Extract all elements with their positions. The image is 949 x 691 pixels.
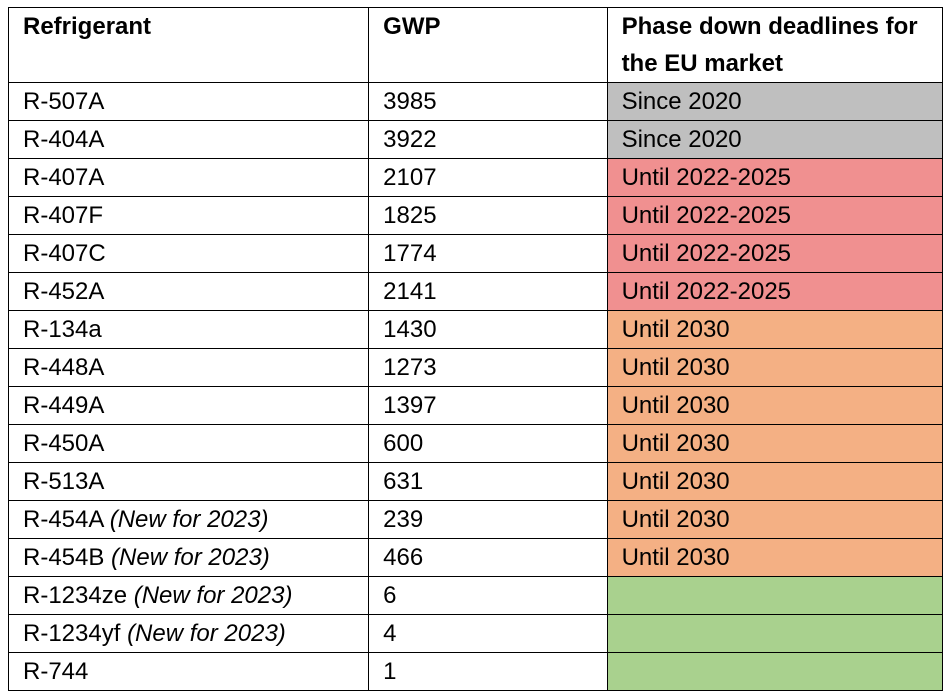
refrigerant-cell: R-1234ze (New for 2023) bbox=[7, 576, 370, 615]
gwp-cell: 6 bbox=[368, 576, 608, 615]
refrigerant-name: R-450A bbox=[23, 430, 105, 457]
gwp-cell: 466 bbox=[368, 538, 608, 577]
table-row: R-452A 2141 Until 2022-2025 bbox=[7, 272, 944, 311]
gwp-cell: 1273 bbox=[368, 348, 608, 387]
table-row: R-744 1 bbox=[7, 652, 944, 691]
refrigerant-name: R-454A bbox=[23, 506, 110, 533]
phase-down-cell bbox=[606, 576, 944, 615]
phase-down-cell: Until 2030 bbox=[606, 462, 944, 501]
refrigerant-name: R-1234yf bbox=[23, 620, 128, 647]
refrigerant-note: (New for 2023) bbox=[127, 620, 286, 647]
refrigerant-name: R-449A bbox=[23, 392, 105, 419]
table-row: R-134a 1430 Until 2030 bbox=[7, 310, 944, 349]
table-row: R-450A 600 Until 2030 bbox=[7, 424, 944, 463]
table-row: R-454B (New for 2023) 466 Until 2030 bbox=[7, 538, 944, 577]
phase-down-cell: Until 2030 bbox=[606, 348, 944, 387]
phase-down-cell: Until 2022-2025 bbox=[606, 158, 944, 197]
table-row: R-454A (New for 2023) 239 Until 2030 bbox=[7, 500, 944, 539]
refrigerant-cell: R-407C bbox=[7, 234, 370, 273]
refrigerant-cell: R-407A bbox=[7, 158, 370, 197]
refrigerant-cell: R-404A bbox=[7, 120, 370, 159]
refrigerant-name: R-407F bbox=[23, 202, 104, 229]
refrigerant-name: R-744 bbox=[23, 658, 89, 685]
refrigerant-cell: R-450A bbox=[7, 424, 370, 463]
gwp-cell: 1397 bbox=[368, 386, 608, 425]
refrigerant-cell: R-454A (New for 2023) bbox=[7, 500, 370, 539]
header-gwp: GWP bbox=[368, 7, 608, 83]
refrigerant-cell: R-513A bbox=[7, 462, 370, 501]
refrigerant-cell: R-407F bbox=[7, 196, 370, 235]
table-row: R-404A 3922 Since 2020 bbox=[7, 120, 944, 159]
refrigerant-name: R-452A bbox=[23, 278, 105, 305]
table-row: R-407F 1825 Until 2022-2025 bbox=[7, 196, 944, 235]
phase-down-cell bbox=[606, 652, 944, 691]
refrigerant-note: (New for 2023) bbox=[111, 544, 270, 571]
gwp-cell: 1 bbox=[368, 652, 608, 691]
refrigerant-cell: R-454B (New for 2023) bbox=[7, 538, 370, 577]
gwp-cell: 600 bbox=[368, 424, 608, 463]
phase-down-cell: Until 2022-2025 bbox=[606, 196, 944, 235]
table-row: R-1234ze (New for 2023) 6 bbox=[7, 576, 944, 615]
gwp-cell: 239 bbox=[368, 500, 608, 539]
table-row: R-407C 1774 Until 2022-2025 bbox=[7, 234, 944, 273]
table-row: R-507A 3985 Since 2020 bbox=[7, 82, 944, 121]
phase-down-cell: Since 2020 bbox=[606, 82, 944, 121]
phase-down-cell: Since 2020 bbox=[606, 120, 944, 159]
table-row: R-1234yf (New for 2023) 4 bbox=[7, 614, 944, 653]
table-row: R-407A 2107 Until 2022-2025 bbox=[7, 158, 944, 197]
refrigerant-name: R-1234ze bbox=[23, 582, 134, 609]
phase-down-cell bbox=[606, 614, 944, 653]
phase-down-cell: Until 2022-2025 bbox=[606, 272, 944, 311]
gwp-cell: 1430 bbox=[368, 310, 608, 349]
refrigerant-cell: R-507A bbox=[7, 82, 370, 121]
refrigerant-table: Refrigerant GWP Phase down deadlines for… bbox=[7, 7, 944, 691]
phase-down-cell: Until 2030 bbox=[606, 500, 944, 539]
refrigerant-name: R-407A bbox=[23, 164, 105, 191]
phase-down-cell: Until 2030 bbox=[606, 386, 944, 425]
gwp-cell: 2141 bbox=[368, 272, 608, 311]
phase-down-cell: Until 2030 bbox=[606, 310, 944, 349]
table-row: R-449A 1397 Until 2030 bbox=[7, 386, 944, 425]
header-phase-down-deadlines: Phase down deadlines for the EU market bbox=[606, 7, 944, 83]
refrigerant-cell: R-744 bbox=[7, 652, 370, 691]
refrigerant-note: (New for 2023) bbox=[133, 582, 293, 609]
gwp-cell: 2107 bbox=[368, 158, 608, 197]
table-header-row: Refrigerant GWP Phase down deadlines for… bbox=[7, 7, 944, 83]
gwp-cell: 1825 bbox=[368, 196, 608, 235]
gwp-cell: 1774 bbox=[368, 234, 608, 273]
refrigerant-cell: R-134a bbox=[7, 310, 370, 349]
phase-down-cell: Until 2030 bbox=[606, 538, 944, 577]
table-body: R-507A 3985 Since 2020 R-404A 3922 Since 2020… bbox=[7, 82, 944, 691]
table-row: R-513A 631 Until 2030 bbox=[7, 462, 944, 501]
refrigerant-name: R-134a bbox=[23, 316, 102, 343]
header-refrigerant: Refrigerant bbox=[7, 7, 370, 83]
refrigerant-cell: R-1234yf (New for 2023) bbox=[7, 614, 370, 653]
table-row: R-448A 1273 Until 2030 bbox=[7, 348, 944, 387]
phase-down-cell: Until 2022-2025 bbox=[606, 234, 944, 273]
refrigerant-name: R-454B bbox=[23, 544, 112, 571]
phase-down-cell: Until 2030 bbox=[606, 424, 944, 463]
gwp-cell: 4 bbox=[368, 614, 608, 653]
refrigerant-name: R-404A bbox=[23, 126, 105, 153]
gwp-cell: 631 bbox=[368, 462, 608, 501]
gwp-cell: 3922 bbox=[368, 120, 608, 159]
refrigerant-cell: R-452A bbox=[7, 272, 370, 311]
refrigerant-name: R-407C bbox=[23, 240, 106, 267]
refrigerant-cell: R-448A bbox=[7, 348, 370, 387]
refrigerant-name: R-507A bbox=[23, 88, 105, 115]
refrigerant-name: R-448A bbox=[23, 354, 105, 381]
refrigerant-note: (New for 2023) bbox=[109, 506, 269, 533]
refrigerant-cell: R-449A bbox=[7, 386, 370, 425]
refrigerant-name: R-513A bbox=[23, 468, 105, 495]
gwp-cell: 3985 bbox=[368, 82, 608, 121]
